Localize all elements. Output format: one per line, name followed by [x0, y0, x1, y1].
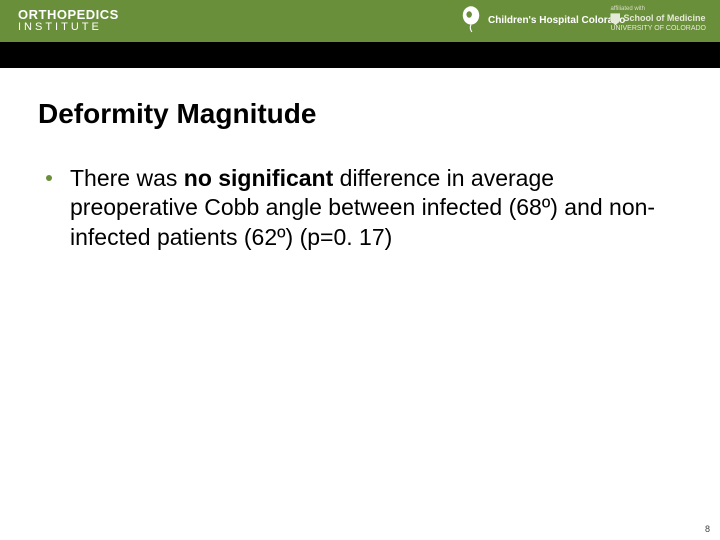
header-black-bar	[0, 42, 720, 68]
childrens-hospital-text: Children's Hospital Colorado	[488, 15, 625, 26]
bullet-pre: There was	[70, 165, 184, 191]
orthopedics-institute-logo: ORTHOPEDICS INSTITUTE	[18, 8, 119, 33]
header-green-bar: ORTHOPEDICS INSTITUTE Children's Hospita…	[0, 0, 720, 42]
childrens-hospital-logo: Children's Hospital Colorado	[460, 6, 625, 34]
logo-center-line1: Children's Hospital Colorado	[488, 15, 625, 26]
slide: ORTHOPEDICS INSTITUTE Children's Hospita…	[0, 0, 720, 540]
page-number: 8	[705, 524, 710, 534]
bullet-bold: no significant	[184, 165, 334, 191]
logo-right-university: UNIVERSITY OF COLORADO	[610, 25, 706, 33]
bullet-item: There was no significant difference in a…	[46, 164, 666, 252]
slide-title: Deformity Magnitude	[38, 98, 316, 130]
bullet-text: There was no significant difference in a…	[70, 164, 666, 252]
logo-left-line1: ORTHOPEDICS	[18, 8, 119, 22]
logo-right-affiliated: affiliated with	[610, 6, 706, 13]
bullet-dot-icon	[46, 175, 52, 181]
logo-left-line2: INSTITUTE	[18, 22, 119, 34]
balloon-icon	[460, 6, 482, 34]
shield-icon	[610, 13, 620, 25]
logo-right-school: School of Medicine	[623, 13, 705, 23]
school-of-medicine-logo: affiliated with School of Medicine UNIVE…	[610, 6, 706, 34]
